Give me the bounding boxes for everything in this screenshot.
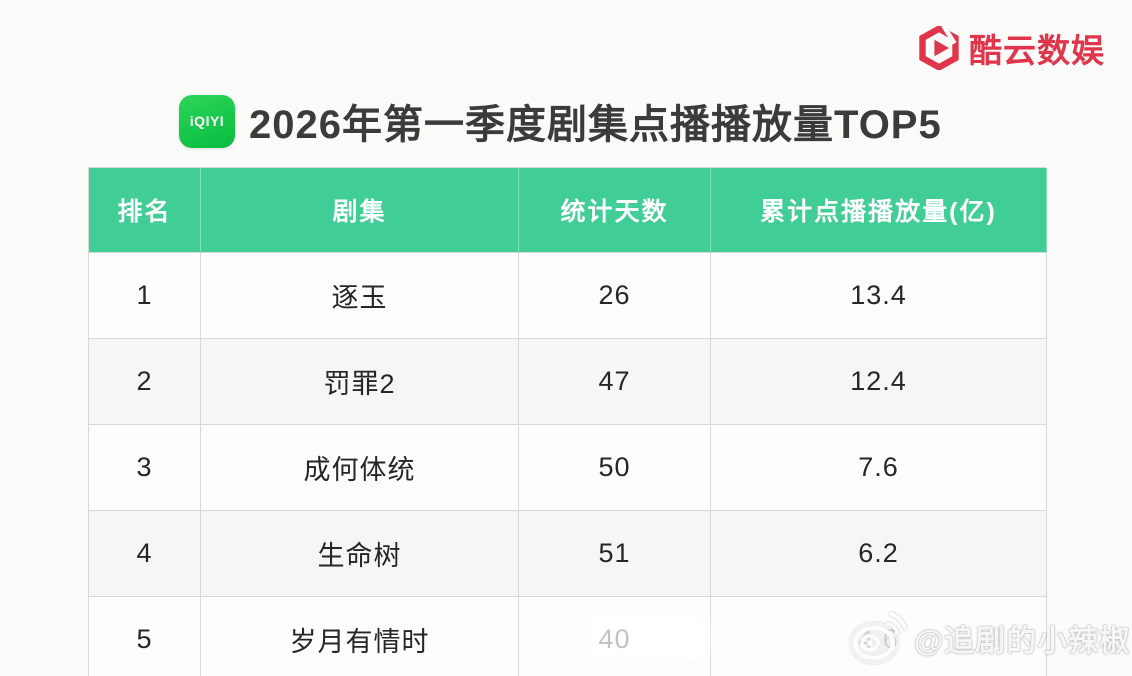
weibo-icon xyxy=(848,610,907,666)
column-header-rank: 排名 xyxy=(89,168,201,253)
cell-days: 50 xyxy=(519,425,711,511)
weibo-watermark: @追剧的小辣椒 xyxy=(848,610,1130,666)
cell-days: 51 xyxy=(519,511,711,597)
cell-playvolume: 13.4 xyxy=(711,253,1047,339)
cell-drama: 岁月有情时 xyxy=(201,597,519,676)
cell-days: 47 xyxy=(519,339,711,425)
cell-drama: 生命树 xyxy=(201,511,519,597)
kuyun-brand-name: 酷云数娱 xyxy=(969,32,1105,69)
kuyun-hexagon-play-icon xyxy=(919,26,959,70)
title-row: iQIYI 2026年第一季度剧集点播播放量TOP5 xyxy=(179,92,942,150)
cell-drama: 逐玉 xyxy=(201,253,519,339)
cell-playvolume: 6.2 xyxy=(711,511,1047,597)
column-header-playvolume: 累计点播播放量(亿) xyxy=(711,168,1047,253)
cell-rank: 1 xyxy=(89,253,201,339)
ranking-table: 排名 剧集 统计天数 累计点播播放量(亿) 1 逐玉 26 13.4 2 罚罪2… xyxy=(88,167,1047,676)
cell-rank: 4 xyxy=(89,511,201,597)
cell-playvolume: 7.6 xyxy=(711,425,1047,511)
iqiyi-logo-text: iQIYI xyxy=(189,113,225,129)
cell-rank: 5 xyxy=(89,597,201,676)
cell-days: 26 xyxy=(519,253,711,339)
cell-drama: 罚罪2 xyxy=(201,339,519,425)
cell-rank: 3 xyxy=(89,425,201,511)
cell-drama: 成何体统 xyxy=(201,425,519,511)
column-header-days: 统计天数 xyxy=(519,168,711,253)
cell-playvolume: 12.4 xyxy=(711,339,1047,425)
watermark-smudge xyxy=(590,611,712,663)
column-header-drama: 剧集 xyxy=(201,168,519,253)
kuyun-brand: 酷云数娱 xyxy=(917,24,1105,72)
cell-rank: 2 xyxy=(89,339,201,425)
iqiyi-logo: iQIYI xyxy=(179,94,235,148)
weibo-handle: @追剧的小辣椒 xyxy=(914,625,1131,658)
page-title: 2026年第一季度剧集点播播放量TOP5 xyxy=(249,103,942,147)
